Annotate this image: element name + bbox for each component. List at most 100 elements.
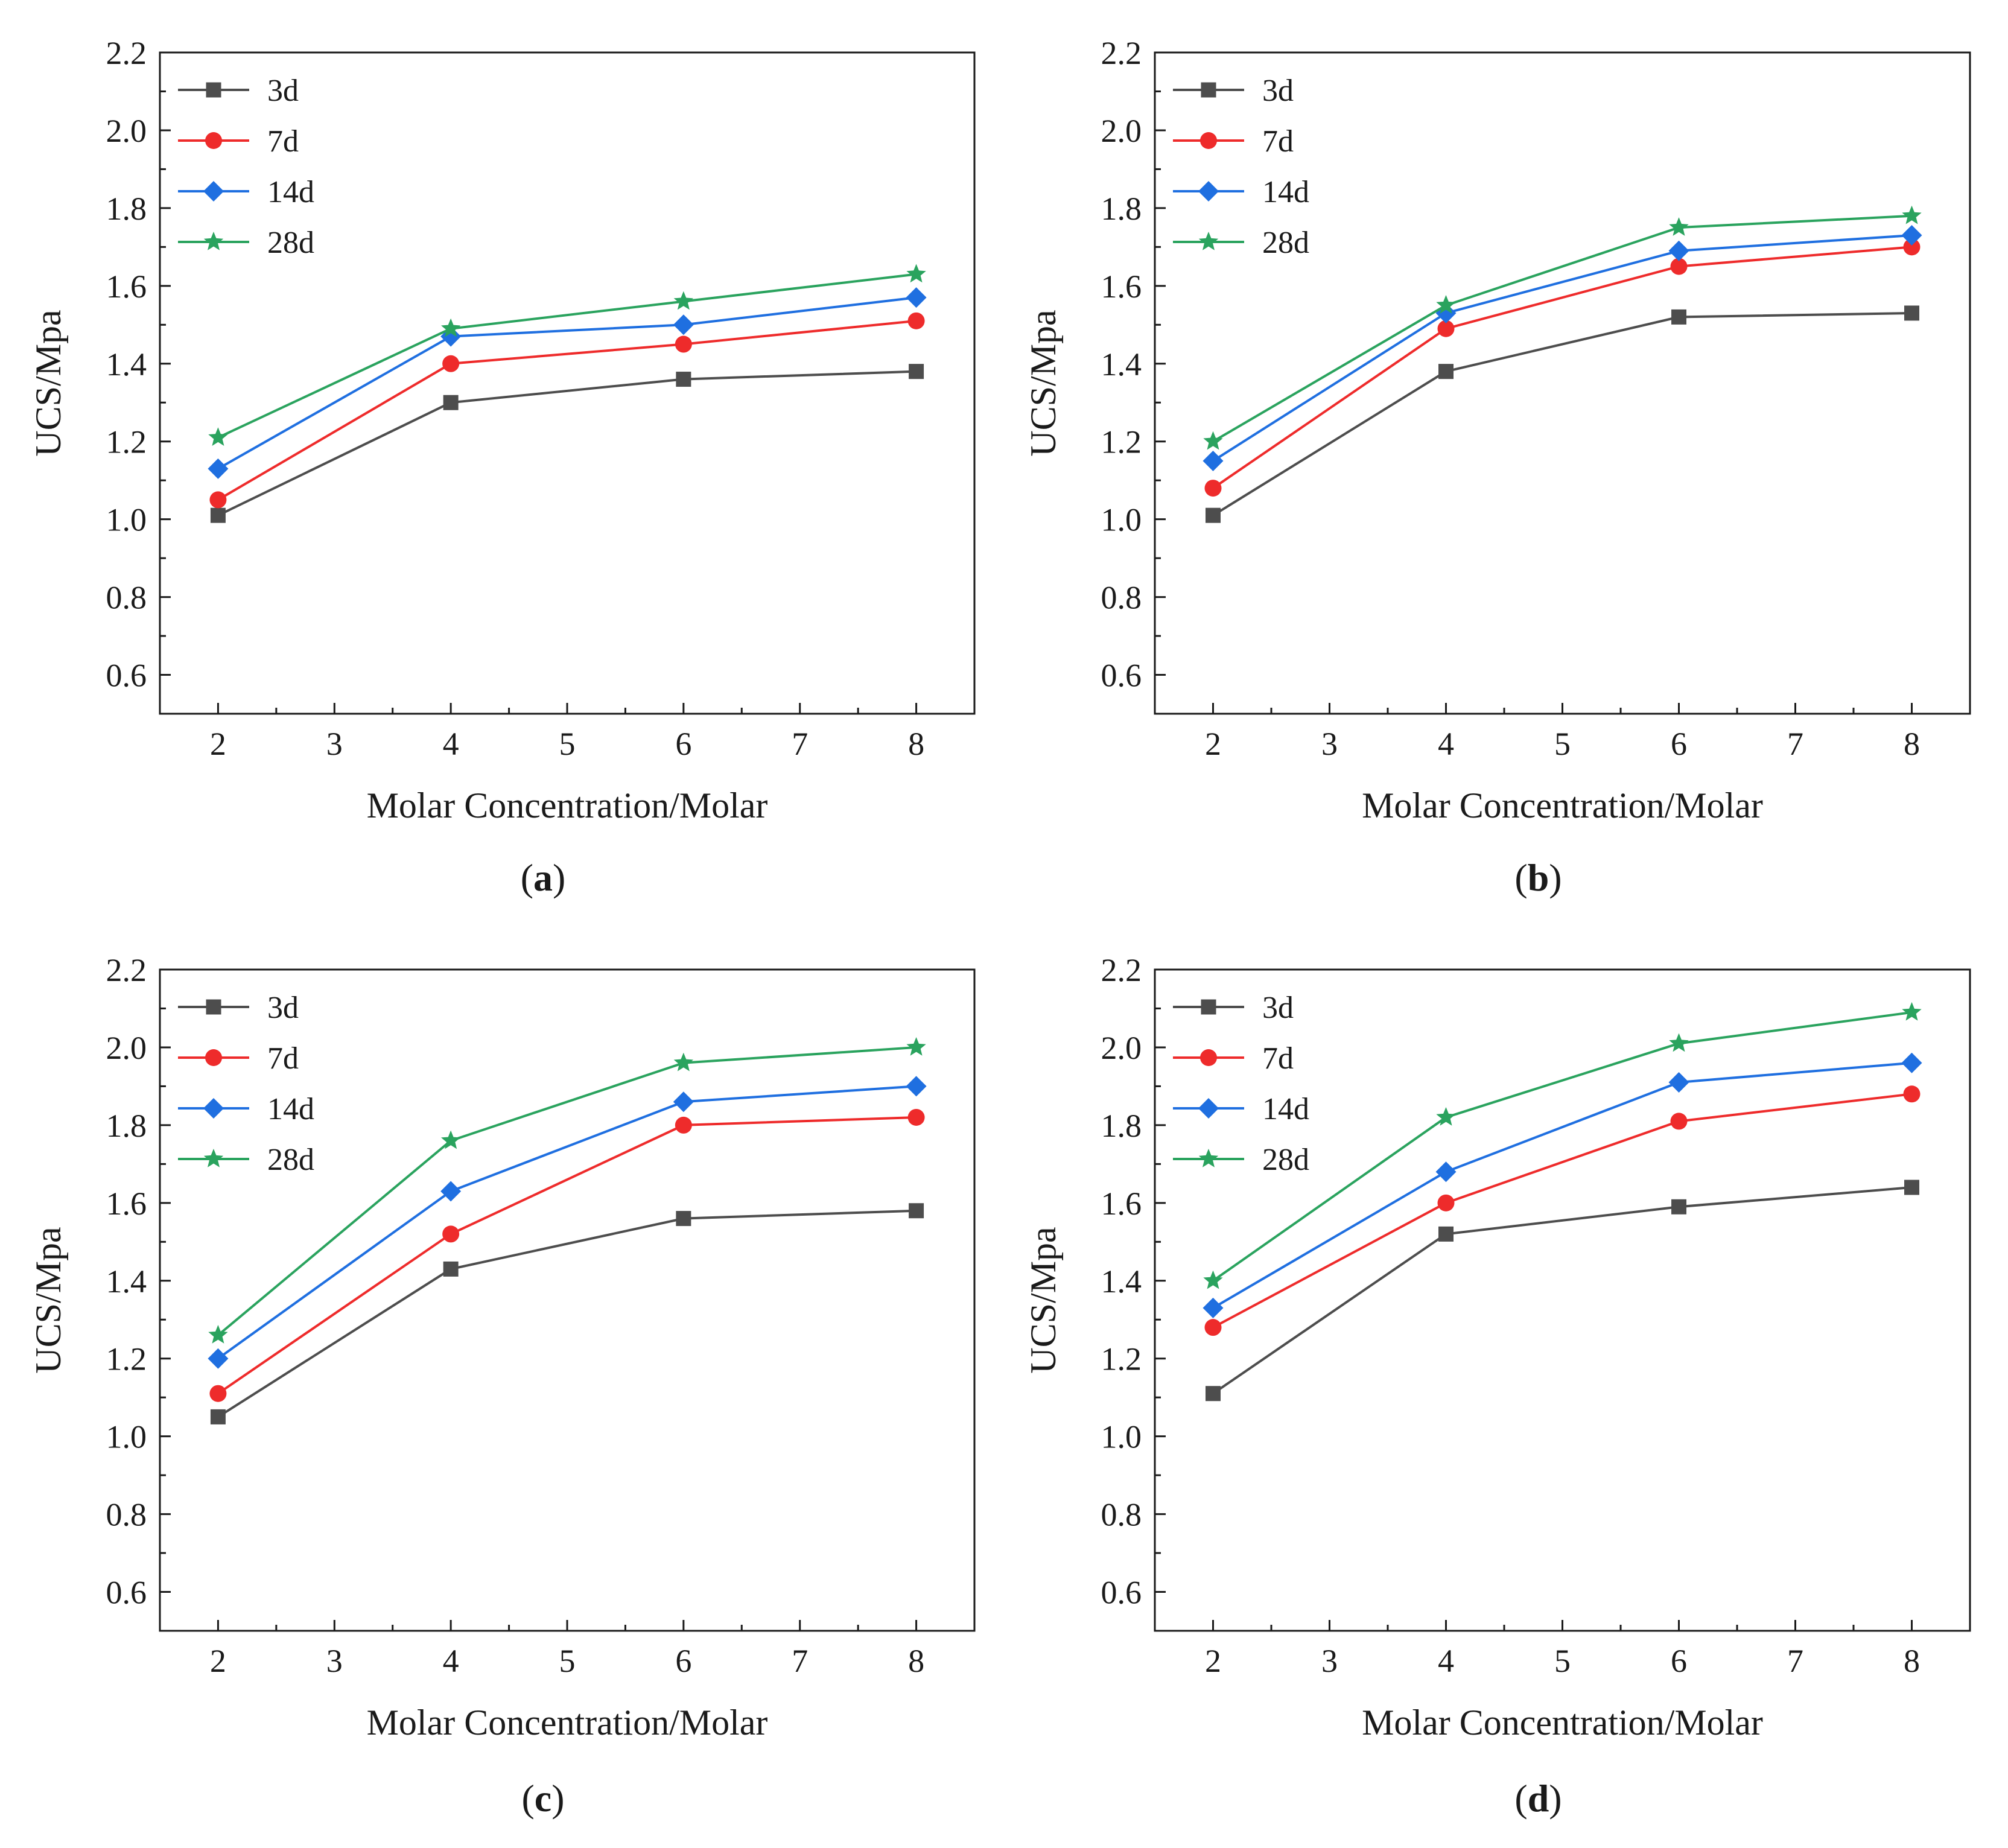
- legend-marker-3d: [1201, 999, 1216, 1015]
- data-point-7d: [1670, 258, 1688, 275]
- legend: 3d 7d 14d 28d: [1173, 74, 1309, 260]
- data-point-28d: [906, 1037, 926, 1056]
- data-point-28d: [1203, 431, 1223, 450]
- data-point-3d: [1206, 507, 1221, 523]
- panel-caption: (d): [1514, 1777, 1562, 1820]
- data-point-3d: [1671, 309, 1686, 325]
- panel-letter: a: [533, 856, 553, 899]
- x-tick-label: 5: [1554, 726, 1571, 762]
- series-7d: [1204, 238, 1921, 497]
- y-tick-label: 2.0: [1101, 113, 1142, 149]
- x-tick-label: 8: [1904, 1643, 1920, 1679]
- data-point-7d: [675, 1116, 692, 1134]
- x-tick-label: 3: [1321, 726, 1338, 762]
- series-3d: [1206, 305, 1919, 523]
- legend-marker-28d: [203, 232, 224, 250]
- data-point-28d: [1203, 1270, 1223, 1289]
- data-point-7d: [675, 335, 692, 353]
- y-tick-label: 0.8: [106, 580, 147, 616]
- y-tick-label: 0.8: [1101, 1497, 1142, 1533]
- data-point-28d: [673, 1052, 694, 1072]
- y-tick-label: 1.8: [1101, 191, 1142, 227]
- y-tick-label: 2.2: [1101, 952, 1142, 988]
- series-line-7d: [217, 1116, 917, 1395]
- data-point-14d: [1901, 1052, 1922, 1073]
- chart-panel-c: 0.6 0.8 1.0 1.2 1.4 1.6 1.8 2.0 2.2 2 3 4 5 6 7 8 Molar …: [28, 952, 976, 1820]
- x-tick-label: 7: [792, 726, 808, 762]
- x-tick-label: 4: [443, 1643, 459, 1679]
- x-axis-label: Molar Concentration/Molar: [367, 786, 768, 825]
- data-point-3d: [443, 1261, 459, 1277]
- panel-caption: (b): [1514, 856, 1562, 899]
- y-tick-label: 1.4: [1101, 346, 1142, 383]
- x-tick-label: 7: [1787, 1643, 1803, 1679]
- data-point-14d: [440, 1181, 462, 1202]
- x-tick-label: 6: [1671, 1643, 1687, 1679]
- data-point-7d: [907, 312, 925, 329]
- x-tick-label: 5: [1554, 1643, 1571, 1679]
- y-axis-label: UCS/Mpa: [28, 310, 68, 456]
- data-point-3d: [443, 395, 459, 410]
- series-line-14d: [217, 1085, 917, 1360]
- data-point-3d: [676, 372, 691, 387]
- series-3d: [210, 1203, 924, 1424]
- legend-label-14d: 14d: [267, 1092, 314, 1126]
- y-tick-label: 1.2: [1101, 424, 1142, 460]
- y-tick-label: 2.2: [1101, 35, 1142, 71]
- legend-label-3d: 3d: [267, 74, 299, 108]
- panel-caption: (c): [521, 1777, 564, 1820]
- data-point-7d: [1437, 1194, 1455, 1211]
- legend-label-14d: 14d: [1262, 1092, 1309, 1126]
- data-point-28d: [208, 1325, 228, 1344]
- series-14d: [1203, 1052, 1922, 1318]
- legend-label-7d: 7d: [267, 1041, 299, 1076]
- series-line-7d: [1212, 246, 1912, 489]
- series-line-3d: [1212, 311, 1912, 516]
- x-tick-label: 3: [326, 1643, 343, 1679]
- legend: 3d 7d 14d 28d: [178, 991, 314, 1177]
- y-tick-label: 2.0: [106, 113, 147, 149]
- y-axis-label: UCS/Mpa: [1023, 310, 1063, 456]
- series-3d: [1206, 1180, 1919, 1402]
- series-14d: [208, 287, 927, 479]
- data-point-14d: [1203, 450, 1224, 471]
- x-tick-label: 6: [1671, 726, 1687, 762]
- data-point-28d: [440, 318, 461, 337]
- series-7d: [209, 312, 925, 509]
- legend-label-28d: 28d: [267, 1143, 314, 1177]
- series-7d: [1204, 1085, 1921, 1336]
- legend-marker-28d: [1198, 1149, 1219, 1167]
- data-point-14d: [673, 314, 694, 335]
- series-28d: [1203, 205, 1922, 450]
- data-point-7d: [442, 1225, 460, 1243]
- x-tick-label: 2: [210, 726, 226, 762]
- chart-panel-a: 0.6 0.8 1.0 1.2 1.4 1.6 1.8 2.0 2.2 2 3 4 5 6 7 8 Molar …: [28, 35, 976, 899]
- data-point-28d: [1669, 217, 1689, 236]
- y-tick-label: 1.6: [106, 268, 147, 305]
- data-point-14d: [906, 287, 927, 308]
- data-point-14d: [1901, 225, 1922, 246]
- legend-marker-14d: [1198, 181, 1219, 202]
- series-line-3d: [1212, 1186, 1912, 1395]
- series-line-14d: [1212, 1061, 1912, 1309]
- series-14d: [1203, 225, 1922, 471]
- y-tick-label: 0.6: [1101, 1575, 1142, 1611]
- y-tick-label: 1.2: [106, 1341, 147, 1377]
- legend-label-7d: 7d: [267, 124, 299, 159]
- y-tick-label: 0.6: [1101, 658, 1142, 694]
- series-line-7d: [1212, 1093, 1912, 1329]
- data-point-14d: [1435, 1161, 1457, 1183]
- data-point-14d: [1668, 240, 1689, 261]
- y-tick-label: 0.8: [106, 1497, 147, 1533]
- y-tick-label: 1.4: [1101, 1263, 1142, 1300]
- legend-marker-7d: [1200, 132, 1217, 149]
- legend-marker-28d: [203, 1149, 224, 1167]
- legend-marker-3d: [1201, 82, 1216, 98]
- x-axis-label: Molar Concentration/Molar: [1362, 1703, 1763, 1742]
- x-tick-label: 6: [675, 726, 691, 762]
- x-tick-label: 7: [792, 1643, 808, 1679]
- legend-label-3d: 3d: [267, 991, 299, 1025]
- y-tick-label: 1.4: [106, 346, 147, 383]
- data-point-3d: [1438, 1226, 1454, 1242]
